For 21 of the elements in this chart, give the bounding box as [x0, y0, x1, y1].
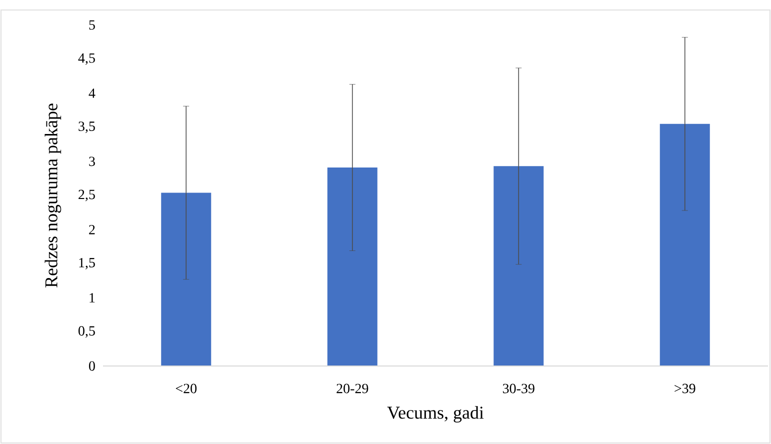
y-tick-label: 1 [90, 293, 95, 302]
y-tick-label: 3 [89, 156, 95, 166]
y-tick-label: 0 [89, 361, 95, 371]
x-axis-title: Vecums, gadi [387, 406, 484, 422]
x-tick-label: 30-39 [502, 384, 534, 394]
y-tick-label: 5 [89, 20, 95, 30]
y-tick-label: 3,5 [78, 122, 95, 133]
x-tick-label: 20-29 [336, 384, 368, 394]
bar [327, 168, 378, 366]
bar [161, 192, 212, 366]
x-tick-label: >39 [674, 384, 696, 394]
y-tick-label: 4,5 [78, 53, 95, 65]
y-tick-label: 0,5 [78, 326, 95, 338]
y-axis-title: Redzes noguruma pakāpe [44, 104, 62, 288]
y-tick-label: 2 [89, 224, 95, 234]
bar [660, 124, 710, 366]
y-tick-label: 2,5 [78, 190, 95, 202]
bar [494, 166, 544, 366]
x-tick-label: <20 [176, 384, 197, 394]
y-tick-label: 1,5 [79, 258, 95, 270]
y-tick-label: 4 [88, 88, 96, 98]
